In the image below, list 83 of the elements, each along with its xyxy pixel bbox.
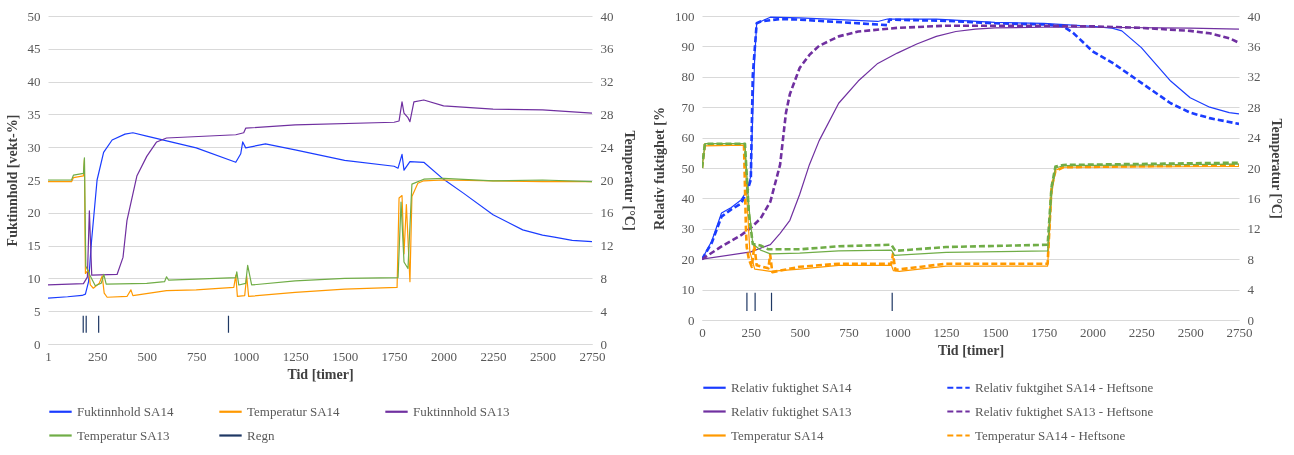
legend-label: Temperatur SA13 (77, 427, 170, 443)
x-tick-label: 500 (790, 324, 810, 340)
y-tick-label: 10 (27, 270, 41, 286)
y2-tick-label: 8 (600, 270, 607, 286)
x-tick-label: 0 (699, 324, 706, 340)
x-tick-label: 1000 (233, 348, 260, 364)
y-tick-label: 15 (27, 238, 41, 254)
legend-label: Relativ fuktighet SA13 - Heftsone (975, 403, 1154, 419)
y2-tick-label: 20 (600, 172, 614, 188)
y2-tick-label: 24 (600, 139, 614, 155)
x-tick-label: 1000 (884, 324, 911, 340)
y2-tick-label: 20 (1247, 160, 1261, 176)
x-tick-label: 250 (88, 348, 108, 364)
legend-label: Relativ fuktgihet SA14 - Heftsone (975, 379, 1154, 395)
legend-label: Temperatur SA14 (247, 403, 341, 419)
y-tick-label: 45 (27, 41, 41, 57)
x-tick-label: 2250 (480, 348, 507, 364)
y-tick-label: 80 (681, 69, 695, 85)
y2-tick-label: 12 (1247, 221, 1261, 237)
x-tick-label: 1500 (332, 348, 359, 364)
legend-label: Regn (247, 427, 275, 443)
x-tick-label: 1750 (381, 348, 408, 364)
y-tick-label: 5 (34, 303, 41, 319)
x-tick-label: 2000 (1080, 324, 1107, 340)
y-tick-label: 0 (688, 312, 695, 328)
x-tick-label: 1 (45, 348, 52, 364)
y-axis-title: Fuktinnhold [vekt-%] (4, 114, 20, 247)
x-tick-label: 750 (186, 348, 207, 364)
y2-tick-label: 28 (600, 106, 614, 122)
y2-tick-label: 16 (600, 205, 614, 221)
y2-tick-label: 32 (1247, 69, 1261, 85)
y2-tick-label: 12 (600, 238, 614, 254)
x-tick-label: 1750 (1031, 324, 1058, 340)
y2-tick-label: 36 (600, 41, 614, 57)
y-tick-label: 50 (27, 8, 41, 24)
legend-label: Fuktinnhold SA13 (413, 403, 510, 419)
y-tick-label: 50 (681, 160, 695, 176)
y-tick-label: 40 (681, 190, 695, 206)
y2-tick-label: 40 (1247, 8, 1261, 24)
legend-label: Fuktinnhold SA14 (77, 403, 174, 419)
x-axis-title: Tid [timer] (937, 342, 1005, 358)
legend-label: Relativ fuktighet SA13 (731, 403, 852, 419)
y2-axis-title: Temperatur [°C] (621, 130, 637, 231)
y-tick-label: 100 (675, 8, 695, 24)
y-tick-label: 70 (681, 99, 695, 115)
legend-label: Temperatur SA14 (731, 427, 825, 443)
legend-label: Relativ fuktighet SA14 (731, 379, 853, 395)
y-tick-label: 30 (27, 139, 41, 155)
y-tick-label: 30 (681, 221, 695, 237)
y2-tick-label: 28 (1247, 99, 1261, 115)
y-tick-label: 90 (681, 38, 695, 54)
x-axis-title: Tid [timer] (287, 366, 354, 382)
y2-tick-label: 8 (1247, 251, 1254, 267)
y-tick-label: 25 (27, 172, 41, 188)
x-tick-label: 1500 (982, 324, 1009, 340)
y2-axis-title: Temperatur [°C] (1268, 118, 1284, 219)
y-tick-label: 10 (681, 282, 695, 298)
y-tick-label: 40 (27, 74, 41, 90)
y2-tick-label: 4 (1247, 282, 1255, 298)
y2-tick-label: 36 (1247, 38, 1261, 54)
x-tick-label: 2000 (431, 348, 458, 364)
y-tick-label: 20 (27, 205, 41, 221)
y-tick-label: 20 (681, 251, 695, 267)
x-tick-label: 500 (137, 348, 157, 364)
x-tick-label: 2500 (530, 348, 557, 364)
legend-label: Temperatur SA14 - Heftsone (975, 427, 1126, 443)
y-tick-label: 60 (681, 130, 695, 146)
line-series (48, 132, 592, 299)
y-axis-title: Relativ fuktighet [% (652, 107, 667, 230)
y-tick-label: 35 (27, 106, 41, 122)
x-tick-label: 2250 (1128, 324, 1155, 340)
y-tick-label: 0 (34, 336, 41, 352)
line-series (48, 99, 592, 286)
y2-tick-label: 32 (600, 74, 614, 90)
x-tick-label: 750 (839, 324, 859, 340)
x-tick-label: 2500 (1177, 324, 1204, 340)
x-tick-label: 250 (741, 324, 762, 340)
y2-tick-label: 16 (1247, 190, 1261, 206)
x-tick-label: 1250 (933, 324, 960, 340)
y2-tick-label: 4 (600, 303, 608, 319)
y2-tick-label: 40 (600, 8, 614, 24)
x-tick-label: 1250 (282, 348, 309, 364)
y2-tick-label: 24 (1247, 130, 1261, 146)
